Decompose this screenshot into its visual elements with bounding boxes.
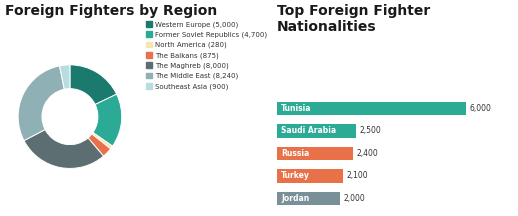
Wedge shape [60,65,70,89]
Text: Tunisia: Tunisia [281,104,311,113]
Text: Russia: Russia [281,149,309,158]
Bar [277,192,340,205]
Text: 6,000: 6,000 [469,104,492,113]
Bar [277,169,343,183]
Text: Saudi Arabia: Saudi Arabia [281,126,336,135]
Text: 2,100: 2,100 [347,171,368,180]
Wedge shape [70,65,117,105]
Text: 2,400: 2,400 [356,149,378,158]
Text: 2,500: 2,500 [359,126,381,135]
Text: Jordan: Jordan [281,194,309,203]
Text: Turkey: Turkey [281,171,310,180]
Wedge shape [92,133,112,149]
Wedge shape [88,134,110,156]
Legend: Western Europe (5,000), Former Soviet Republics (4,700), North America (280), Th: Western Europe (5,000), Former Soviet Re… [146,21,267,90]
Bar [277,124,356,138]
Wedge shape [93,94,122,146]
Wedge shape [24,130,104,168]
Text: Top Foreign Fighter
Nationalities: Top Foreign Fighter Nationalities [277,4,430,34]
Text: 2,000: 2,000 [344,194,366,203]
Text: Foreign Fighters by Region: Foreign Fighters by Region [5,4,218,18]
Bar [277,102,466,115]
Wedge shape [18,66,64,141]
Bar [277,147,353,160]
